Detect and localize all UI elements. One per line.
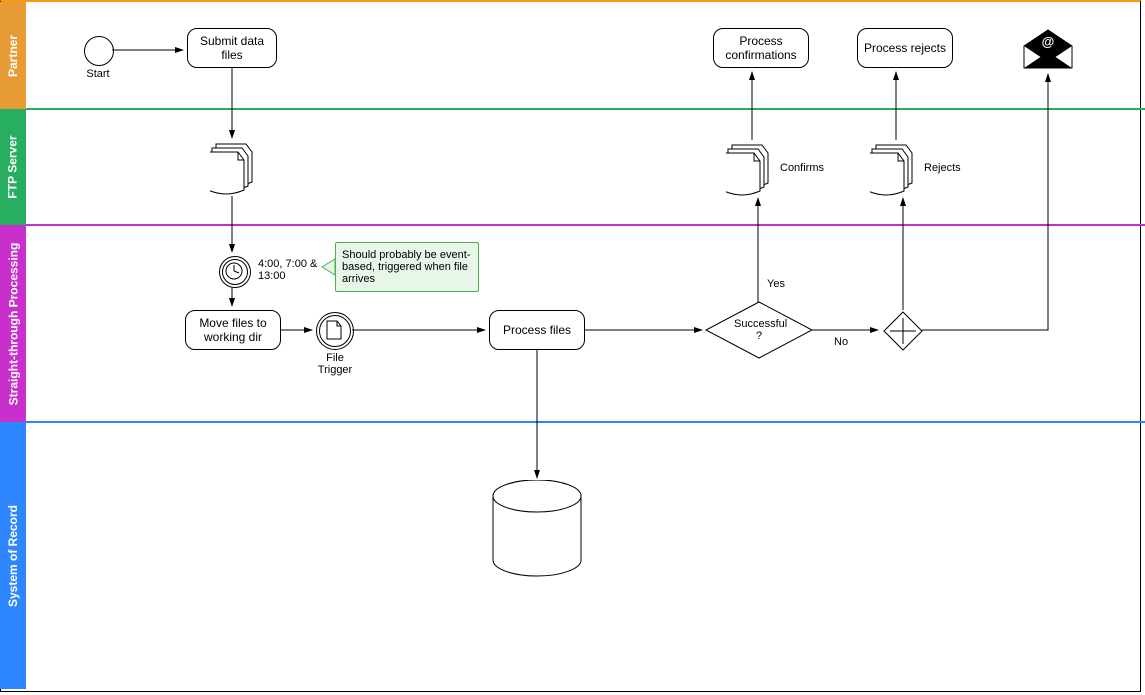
lane-ftp: FTP Server xyxy=(0,109,26,225)
decision-yes: Yes xyxy=(767,278,785,290)
start-label: Start xyxy=(84,68,112,80)
lane-partner: Partner xyxy=(0,2,26,109)
movefiles-box: Move files to working dir xyxy=(185,310,281,350)
timer-label: 4:00, 7:00 & 13:00 xyxy=(258,258,328,282)
docs-rejects-label: Rejects xyxy=(924,162,961,174)
comment-note: Should probably be event-based, triggere… xyxy=(335,242,479,292)
procconf-box: Process confirmations xyxy=(713,28,809,68)
start-event xyxy=(84,36,114,66)
lane-stp: Straight-through Processing xyxy=(0,225,26,422)
filetrigger-label: File Trigger xyxy=(310,352,360,376)
decision-no: No xyxy=(834,336,848,348)
lane-sep-2 xyxy=(26,224,1145,226)
submit-box: Submit data files xyxy=(187,28,277,68)
lane-sep-1 xyxy=(26,108,1145,110)
filetrigger-inner xyxy=(319,315,351,347)
decision-label: Successful ? xyxy=(734,318,784,342)
docs-confirms-label: Confirms xyxy=(780,162,824,174)
procrej-box: Process rejects xyxy=(857,28,953,68)
lane-sor: System of Record xyxy=(0,422,26,689)
timer-inner xyxy=(222,259,248,285)
procfiles-box: Process files xyxy=(489,310,585,350)
lane-sep-3 xyxy=(26,421,1145,423)
